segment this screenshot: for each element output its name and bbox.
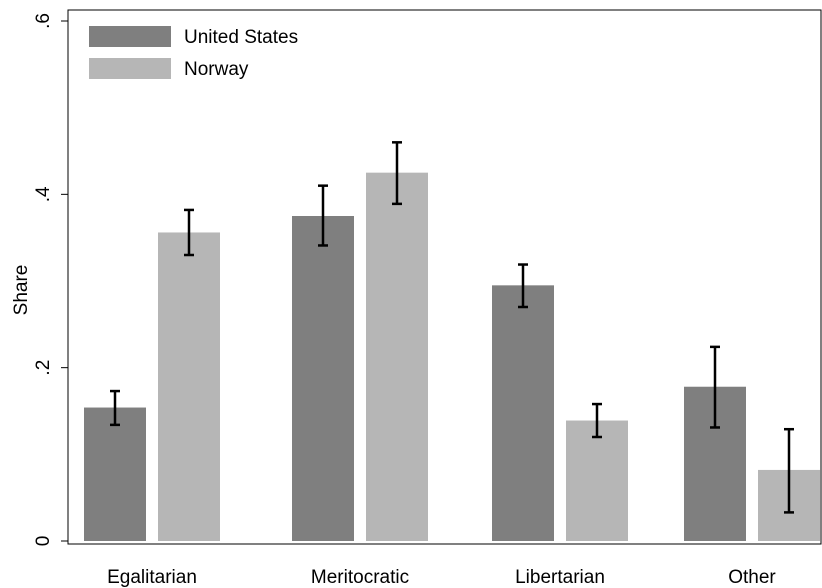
y-axis-title: Share: [11, 265, 32, 316]
error-bar: [110, 389, 120, 427]
y-tick-label: .2: [33, 360, 54, 376]
legend-swatch: [89, 58, 171, 79]
bar-norway-egalitarian: [158, 232, 220, 541]
error-bar: [518, 263, 528, 309]
error-bars: [110, 141, 794, 514]
legend-label: United States: [184, 27, 298, 48]
error-bar: [392, 141, 402, 206]
y-axis: 0 .2 .4 .6: [33, 13, 68, 546]
bar-norway-libertarian: [566, 420, 628, 541]
bar-united-states-egalitarian: [84, 407, 146, 541]
legend-label: Norway: [184, 59, 249, 80]
x-tick-label-meritocratic: Meritocratic: [311, 567, 409, 588]
error-bar: [710, 345, 720, 429]
bar-norway-meritocratic: [366, 172, 428, 541]
y-tick-label: .4: [33, 186, 54, 202]
plot-border: [67, 9, 822, 545]
x-tick-label-libertarian: Libertarian: [515, 567, 605, 588]
bar-united-states-libertarian: [492, 285, 554, 541]
error-bar: [592, 402, 602, 439]
y-tick-label: 0: [33, 536, 54, 547]
legend: United States Norway: [89, 26, 298, 80]
x-tick-label-other: Other: [728, 567, 776, 588]
plot-frame: [67, 9, 822, 545]
error-bar: [318, 184, 328, 247]
legend-swatch: [89, 26, 171, 47]
error-bar: [784, 427, 794, 514]
y-tick-label: .6: [33, 13, 54, 29]
x-tick-label-egalitarian: Egalitarian: [107, 567, 197, 588]
error-bar: [184, 208, 194, 257]
x-axis-labels: Egalitarian Meritocratic Libertarian Other: [107, 567, 776, 588]
bars: [84, 172, 820, 541]
bar-united-states-meritocratic: [292, 216, 354, 541]
